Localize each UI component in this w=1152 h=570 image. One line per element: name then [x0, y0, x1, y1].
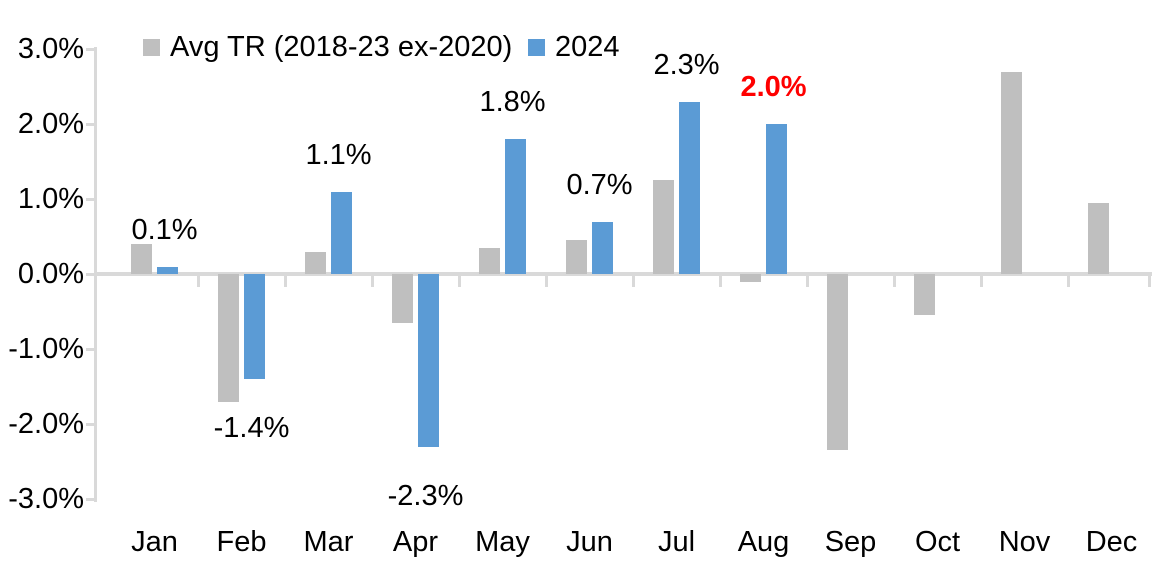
y-axis-label: 2.0% [17, 108, 84, 140]
x-axis-tick [1066, 276, 1070, 287]
bar-2024-mar [331, 191, 352, 274]
x-axis-tick [283, 276, 287, 287]
y-axis-tick [86, 197, 96, 201]
data-label-jul: 2.3% [653, 48, 720, 81]
data-label-apr: -2.3% [387, 479, 464, 512]
x-axis-tick [370, 276, 374, 287]
y-axis-tick [86, 47, 96, 51]
x-axis-tick [979, 276, 983, 287]
x-axis-tick [1148, 276, 1151, 287]
bar-avg-tr-aug [740, 274, 761, 282]
legend-item-avg-tr: Avg TR (2018-23 ex-2020) [143, 31, 512, 63]
y-axis-tick [86, 497, 96, 501]
data-label-jun: 0.7% [566, 168, 633, 201]
x-axis-tick [196, 276, 200, 287]
x-axis-label-oct: Oct [914, 526, 961, 558]
bar-avg-tr-may [479, 247, 500, 274]
data-label-feb: -1.4% [213, 412, 290, 444]
y-axis-tick [86, 272, 96, 276]
bar-avg-tr-jan [131, 244, 152, 274]
x-axis-tick [892, 276, 896, 287]
bar-avg-tr-oct [914, 274, 935, 316]
x-axis-tick [631, 276, 635, 287]
bar-avg-tr-feb [218, 274, 239, 402]
x-axis-tick [718, 276, 722, 287]
y-axis-tick [86, 422, 96, 426]
bar-2024-may [505, 139, 526, 274]
x-axis-label-dec: Dec [1085, 526, 1138, 558]
legend-swatch-avg-tr [143, 38, 160, 56]
x-axis-tick [544, 276, 548, 287]
y-axis-label: 0.0% [17, 258, 84, 290]
y-axis-label: -2.0% [8, 408, 84, 440]
y-axis-tick [86, 122, 96, 126]
bar-avg-tr-jul [653, 180, 674, 274]
x-axis-label-sep: Sep [824, 526, 877, 558]
x-axis-label-may: May [475, 526, 530, 558]
data-label-mar: 1.1% [305, 138, 372, 171]
bar-2024-feb [244, 274, 265, 379]
legend-label-2024: 2024 [555, 31, 620, 63]
legend-swatch-2024 [528, 38, 545, 56]
y-axis-label: 3.0% [17, 33, 84, 65]
bar-avg-tr-mar [305, 251, 326, 274]
data-label-aug: 2.0% [740, 71, 807, 103]
bar-avg-tr-apr [392, 274, 413, 323]
bar-avg-tr-nov [1001, 71, 1022, 274]
data-label-may: 1.8% [479, 86, 546, 118]
y-axis-tick [86, 347, 96, 351]
x-axis-label-nov: Nov [998, 526, 1051, 558]
x-axis-label-jun: Jun [566, 526, 613, 558]
x-axis-label-jul: Jul [657, 526, 696, 558]
y-axis-label: 1.0% [17, 183, 84, 215]
x-axis-tick [805, 276, 809, 287]
bar-2024-jun [592, 221, 613, 274]
bar-2024-jul [679, 101, 700, 274]
bar-avg-tr-jun [566, 240, 587, 274]
x-axis-label-feb: Feb [216, 526, 267, 558]
x-axis-label-aug: Aug [737, 526, 790, 558]
x-axis-label-jan: Jan [131, 526, 178, 558]
bar-2024-aug [766, 124, 787, 274]
x-axis-label-apr: Apr [392, 526, 439, 558]
x-axis-label-mar: Mar [303, 526, 354, 558]
x-axis-tick [457, 276, 461, 287]
bar-avg-tr-sep [827, 274, 848, 451]
y-axis-label: -3.0% [8, 483, 84, 515]
bar-2024-jan [157, 266, 178, 274]
y-axis-label: -1.0% [8, 333, 84, 365]
x-axis-zero-line [94, 272, 1152, 276]
data-label-jan: 0.1% [131, 213, 198, 246]
bar-2024-apr [418, 274, 439, 447]
legend-item-2024: 2024 [528, 31, 620, 63]
legend-label-avg-tr: Avg TR (2018-23 ex-2020) [170, 31, 513, 63]
bar-avg-tr-dec [1088, 202, 1109, 274]
